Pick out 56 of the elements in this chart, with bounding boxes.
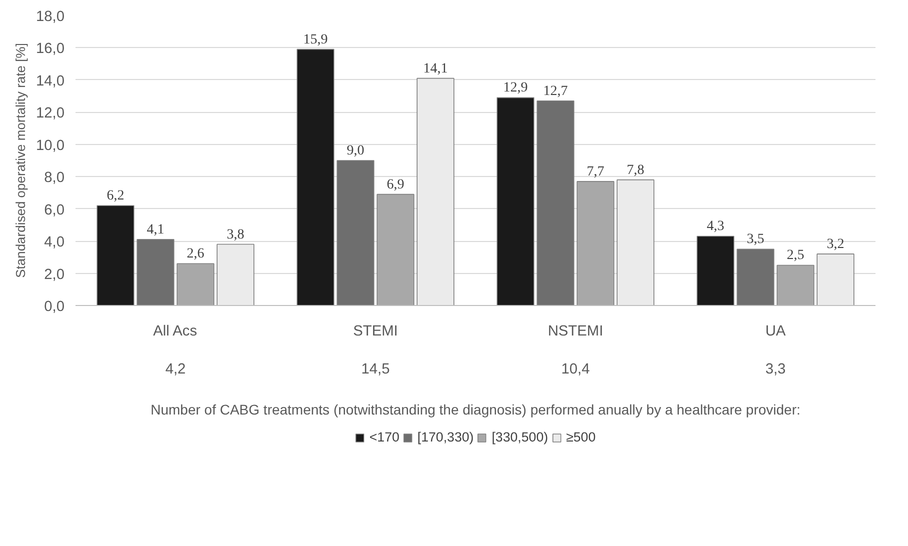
bar (616, 179, 654, 306)
y-tick-label: 2,0 (44, 266, 64, 283)
data-label: 3,2 (826, 236, 844, 252)
data-label: 9,0 (346, 144, 364, 158)
y-tick-label: 14,0 (36, 73, 65, 90)
data-label: 15,9 (303, 32, 328, 48)
bar (136, 239, 174, 306)
y-tick-label: 6,0 (44, 202, 64, 218)
data-label: 4,3 (706, 219, 724, 234)
y-tick-label: 16,0 (36, 41, 65, 58)
bar (696, 236, 734, 306)
bar (736, 248, 774, 306)
x-axis-title: Number of CABG treatments (notwithstanding the diagnosis) performed anually by a healthcare provider: (150, 402, 800, 418)
bar (416, 78, 454, 306)
bar (96, 205, 134, 306)
y-tick-label: 18,0 (36, 9, 65, 25)
legend-label: ≥500 (566, 430, 596, 444)
legend-label: [170,330) (417, 430, 474, 444)
data-label: 7,7 (586, 164, 604, 180)
text: 10,4 (561, 362, 590, 378)
y-tick-label: 10,0 (36, 138, 65, 154)
y-tick-label: 12,0 (36, 106, 65, 122)
bar (576, 181, 614, 306)
bar (296, 48, 334, 306)
x-tick-label: All Acs (153, 324, 198, 340)
bar (376, 194, 414, 306)
x-tick-label: STEMI (353, 324, 398, 340)
legend-label: <170 (369, 430, 400, 444)
data-label: 2,5 (786, 248, 804, 264)
data-label: 6,2 (106, 188, 124, 204)
text: 3,3 (765, 362, 786, 378)
y-tick-label: 8,0 (44, 170, 64, 186)
bar (496, 97, 534, 306)
y-axis-title: Standardised operative mortality rate [%] (12, 43, 28, 278)
x-tick-label: UA (765, 324, 786, 340)
bar (176, 263, 214, 306)
data-label: 14,1 (423, 61, 448, 76)
bar (216, 244, 254, 306)
text: 14,5 (361, 362, 390, 378)
y-tick-label: 4,0 (44, 234, 64, 251)
bar (536, 100, 574, 306)
bar (336, 160, 374, 306)
bar (776, 264, 814, 306)
data-label: 7,8 (626, 162, 644, 178)
data-label: 12,9 (503, 80, 528, 96)
text: 4,2 (165, 362, 186, 378)
y-tick-label: 0,0 (44, 299, 64, 315)
data-label: 3,5 (746, 232, 764, 248)
legend-label: [330,500) (492, 430, 548, 444)
data-label: 12,7 (543, 84, 568, 99)
bar (816, 254, 854, 306)
data-label: 6,9 (386, 177, 404, 192)
data-label: 3,8 (226, 227, 244, 242)
data-label: 2,6 (186, 246, 204, 262)
x-tick-label: NSTEMI (548, 324, 604, 340)
data-label: 4,1 (146, 222, 164, 238)
